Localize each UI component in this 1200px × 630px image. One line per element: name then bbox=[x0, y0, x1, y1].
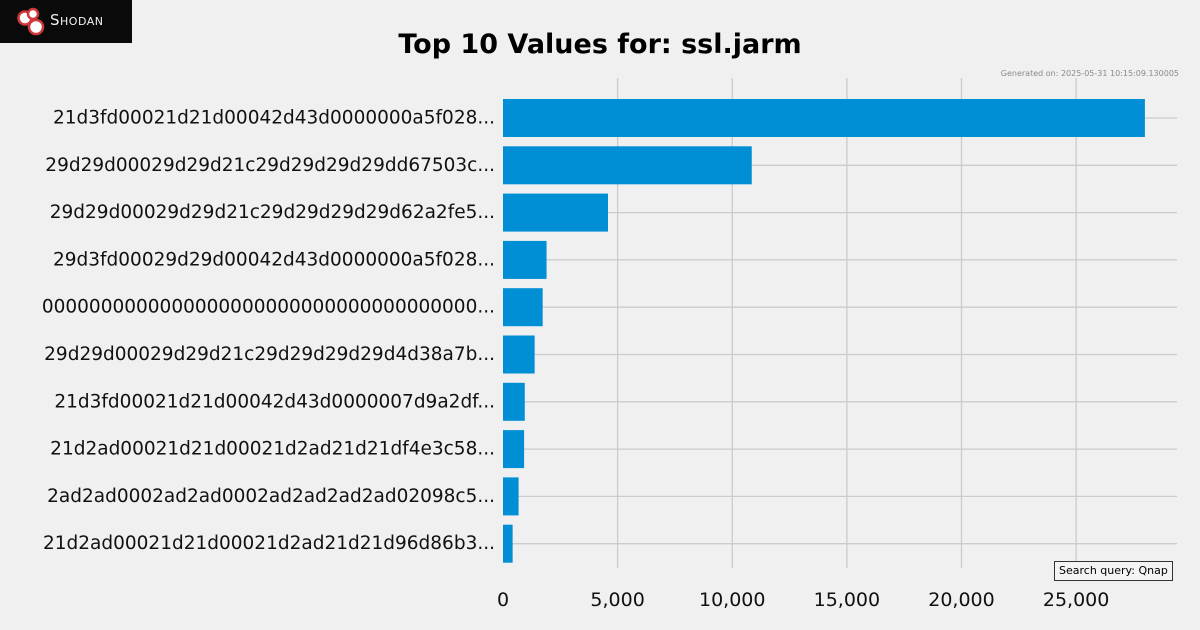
x-tick-label: 5,000 bbox=[590, 589, 644, 611]
bars bbox=[503, 99, 1145, 563]
category-label: 0000000000000000000000000000000000000... bbox=[42, 297, 495, 318]
bar bbox=[503, 99, 1145, 137]
bar bbox=[503, 382, 525, 421]
category-label: 29d3fd00029d29d00042d43d0000000a5f028... bbox=[53, 249, 495, 270]
category-label: 21d2ad00021d21d00021d2ad21d21d96d86b3... bbox=[43, 533, 495, 554]
generated-timestamp: Generated on: 2025-05-31 10:15:09.130005 bbox=[1000, 69, 1179, 78]
x-axis-ticks: 0 5,000 10,000 15,000 20,000 25,000 bbox=[497, 589, 1109, 611]
bar bbox=[503, 193, 608, 232]
x-tick-label: 0 bbox=[497, 589, 509, 611]
x-tick-label: 15,000 bbox=[814, 589, 880, 611]
category-label: 21d3fd00021d21d00042d43d0000007d9a2df... bbox=[54, 391, 495, 412]
category-label: 29d29d00029d29d21c29d29d29d29dd67503c... bbox=[45, 155, 495, 176]
chart-title: Top 10 Values for: ssl.jarm bbox=[398, 29, 802, 60]
shodan-logo-icon bbox=[17, 7, 45, 36]
category-labels: 21d3fd00021d21d00042d43d0000000a5f028...… bbox=[42, 108, 495, 555]
bar bbox=[503, 335, 535, 374]
category-label: 21d2ad00021d21d00021d2ad21d21df4e3c58... bbox=[50, 439, 495, 460]
x-tick-label: 10,000 bbox=[699, 589, 765, 611]
shodan-logo: Shodan bbox=[0, 0, 132, 43]
x-tick-label: 25,000 bbox=[1043, 589, 1109, 611]
shodan-logo-text: Shodan bbox=[50, 11, 104, 29]
category-label: 29d29d00029d29d21c29d29d29d29d4d38a7b... bbox=[44, 344, 495, 365]
bar bbox=[503, 524, 513, 563]
bar bbox=[503, 477, 519, 516]
bar bbox=[503, 288, 543, 327]
bar bbox=[503, 146, 752, 185]
category-label: 2ad2ad0002ad2ad0002ad2ad2ad2ad02098c5... bbox=[47, 486, 495, 507]
bar bbox=[503, 240, 547, 279]
search-query-box: Search query: Qnap bbox=[1054, 561, 1173, 581]
bar bbox=[503, 430, 525, 469]
category-label: 29d29d00029d29d21c29d29d29d29d62a2fe5... bbox=[50, 202, 495, 223]
category-label: 21d3fd00021d21d00042d43d0000000a5f028... bbox=[53, 108, 495, 129]
x-tick-label: 20,000 bbox=[928, 589, 994, 611]
